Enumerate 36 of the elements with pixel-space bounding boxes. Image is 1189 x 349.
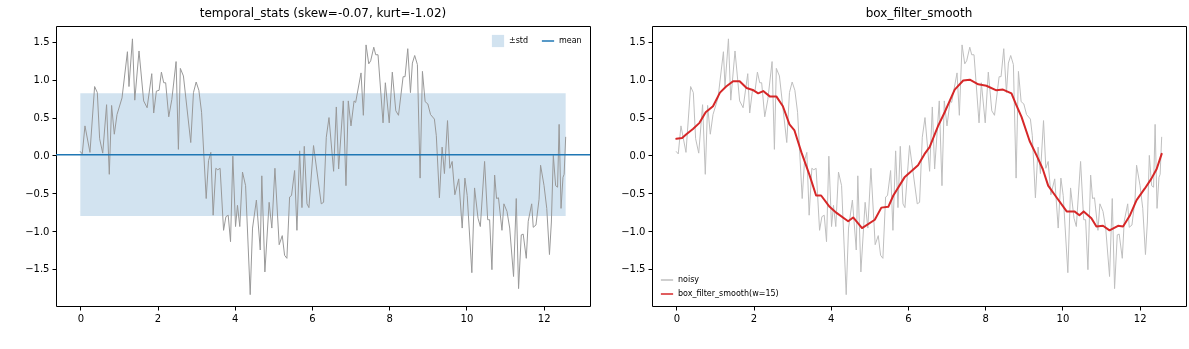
x-tick-label: 10	[1056, 312, 1070, 324]
x-tick-label: 0	[673, 312, 681, 324]
x-tick-label: 6	[905, 312, 912, 324]
x-tick-label: 8	[982, 312, 989, 324]
x-tick-label: 8	[386, 312, 393, 324]
x-tick-label: 4	[828, 312, 835, 324]
y-tick-label: 0.5	[33, 112, 50, 124]
x-tick-label: 10	[460, 312, 474, 324]
y-tick-label: 1.5	[629, 36, 646, 48]
chart-title: box_filter_smooth	[865, 6, 973, 20]
y-tick-label: 0.0	[629, 149, 646, 161]
y-tick-label: −1.5	[621, 263, 646, 275]
y-tick-label: 1.0	[33, 74, 50, 86]
y-tick-label: 1.5	[33, 36, 50, 48]
x-tick-label: 0	[77, 312, 85, 324]
y-tick-label: 0.5	[629, 112, 646, 124]
line-series	[675, 78, 1163, 232]
y-tick-label: 1.0	[629, 74, 646, 86]
line-series	[675, 38, 1163, 296]
x-tick-label: 12	[1133, 312, 1147, 324]
legend-label: box_filter_smooth(w=15)	[678, 289, 779, 298]
y-tick-label: −1.0	[25, 225, 50, 237]
x-tick-label: 6	[309, 312, 316, 324]
legend-label: ±std	[509, 36, 529, 45]
legend-label: noisy	[678, 275, 700, 284]
x-tick-label: 2	[750, 312, 758, 324]
chart-title: temporal_stats (skew=-0.07, kurt=-1.02)	[199, 6, 447, 20]
y-tick-label: −0.5	[621, 187, 646, 199]
legend-label: mean	[559, 36, 582, 45]
y-tick-label: −1.5	[25, 263, 50, 275]
x-tick-label: 12	[537, 312, 551, 324]
x-tick-label: 2	[154, 312, 162, 324]
y-tick-label: −0.5	[25, 187, 50, 199]
x-tick-label: 4	[232, 312, 239, 324]
y-tick-label: 0.0	[33, 149, 50, 161]
y-tick-label: −1.0	[621, 225, 646, 237]
